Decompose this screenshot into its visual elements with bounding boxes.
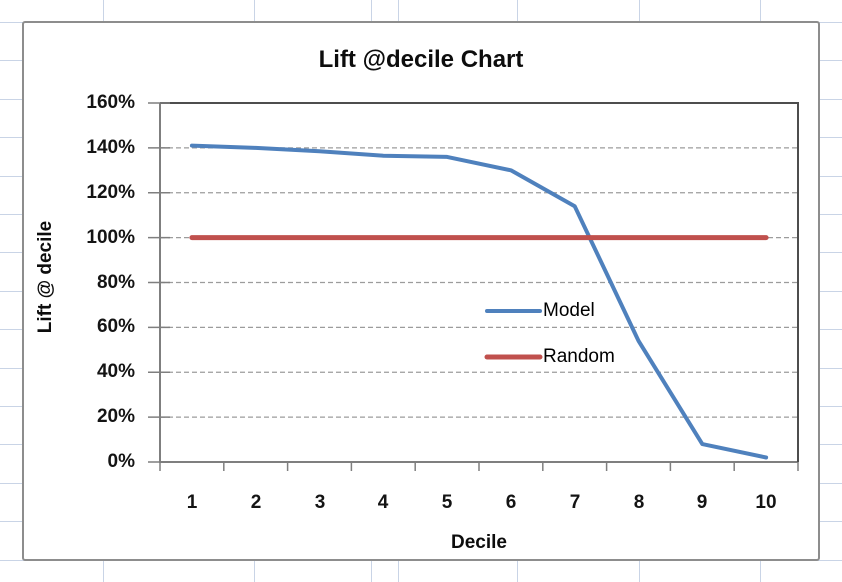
x-tick-label: 9 xyxy=(696,492,708,513)
x-tick-label: 1 xyxy=(186,492,198,513)
x-tick-label: 6 xyxy=(505,492,517,513)
plot-svg xyxy=(148,102,799,471)
chart-title[interactable]: Lift @decile Chart xyxy=(318,46,524,73)
y-tick-label: 20% xyxy=(96,406,135,427)
y-axis-title[interactable]: Lift @ decile xyxy=(35,220,56,334)
y-tick-label: 120% xyxy=(86,182,135,203)
y-tick-label: 40% xyxy=(96,361,135,382)
x-tick-label: 8 xyxy=(633,492,645,513)
legend-label-random[interactable]: Random xyxy=(543,346,615,367)
y-tick-label: 60% xyxy=(96,316,135,337)
x-tick-label: 7 xyxy=(569,492,581,513)
chart-container[interactable]: Lift @decile Chart Lift @ decile Decile … xyxy=(22,21,820,561)
x-tick-label: 5 xyxy=(441,492,453,513)
y-tick-label: 100% xyxy=(86,227,135,248)
legend-label-model[interactable]: Model xyxy=(543,300,595,321)
x-tick-label: 2 xyxy=(250,492,262,513)
x-tick-label: 3 xyxy=(314,492,326,513)
y-tick-label: 0% xyxy=(107,451,135,472)
x-tick-label: 4 xyxy=(377,492,389,513)
x-axis-title[interactable]: Decile xyxy=(451,532,507,553)
model-series-line[interactable] xyxy=(189,143,769,460)
y-tick-label: 80% xyxy=(96,272,135,293)
x-tick-label: 10 xyxy=(755,492,777,513)
y-tick-label: 140% xyxy=(86,137,135,158)
y-tick-label: 160% xyxy=(86,92,135,113)
